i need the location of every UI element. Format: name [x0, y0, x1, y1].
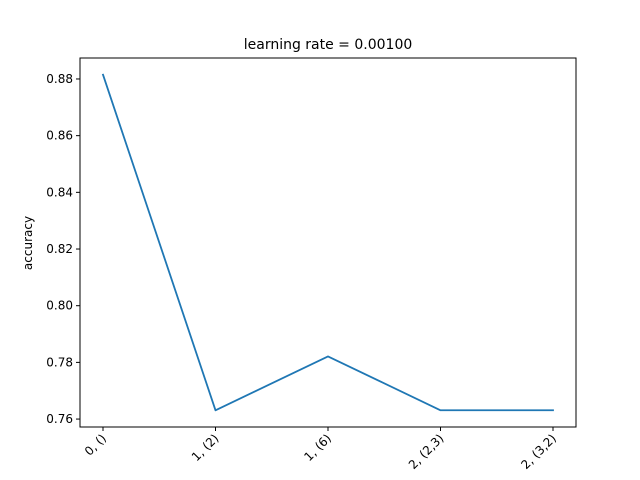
y-tick-label: 0.88 [46, 72, 73, 86]
y-tick-label: 0.82 [46, 242, 73, 256]
y-tick-label: 0.78 [46, 355, 73, 369]
plot-frame [79, 57, 577, 428]
y-axis-label: accuracy [21, 216, 35, 270]
series-layer [101, 73, 554, 412]
y-axis-ticks: 0.76 0.78 0.80 0.82 0.84 0.86 0.88 [46, 72, 80, 426]
y-tick-label: 0.84 [46, 185, 73, 199]
y-tick-label: 0.76 [46, 412, 73, 426]
y-tick-label: 0.80 [46, 299, 73, 313]
chart-title: learning rate = 0.00100 [244, 37, 413, 53]
y-tick-label: 0.86 [46, 129, 73, 143]
